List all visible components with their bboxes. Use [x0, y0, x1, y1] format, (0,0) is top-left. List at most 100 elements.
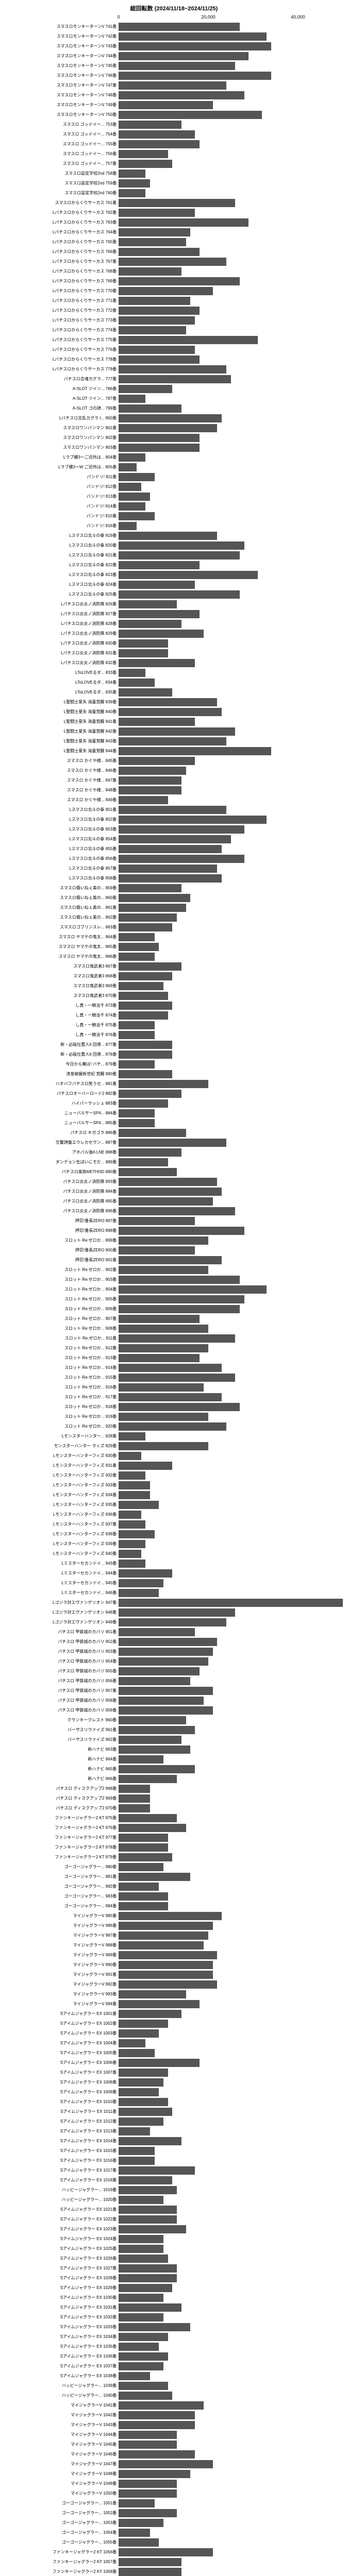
row-bar-area: [119, 1197, 343, 1206]
row-bar: [119, 1599, 343, 1607]
row-bar-area: [119, 1481, 343, 1489]
row-bar-area: [119, 1706, 343, 1715]
row-bar: [119, 1843, 168, 1852]
row-label: 新ハナビ 966番: [0, 1776, 119, 1782]
row-bar: [119, 541, 244, 550]
row-bar-area: [119, 992, 343, 1000]
row-bar-area: [119, 2431, 343, 2439]
row-label: Lミスターセカンドイ... 944番: [0, 1570, 119, 1576]
chart-row: ハッピージャグラー... 1019番: [0, 2185, 348, 2195]
chart-row: パチスロ キガゴラ 886番: [0, 1128, 348, 1138]
row-bar-area: [119, 1325, 343, 1333]
row-label: スマスロゴブリンスレ... 863番: [0, 924, 119, 930]
row-bar: [119, 865, 217, 873]
row-bar: [119, 688, 172, 697]
row-bar-area: [119, 404, 343, 413]
row-bar: [119, 1334, 235, 1343]
row-bar: [119, 385, 172, 393]
row-bar: [119, 375, 231, 383]
row-bar-area: [119, 2529, 343, 2537]
row-label: Lゴジラ対エヴァンゲリオン 948番: [0, 1609, 119, 1615]
row-bar-area: [119, 1471, 343, 1480]
row-label: Lパチスロからくりサーカス 778番: [0, 357, 119, 362]
chart-row: スマスロ設定学校2nd 759番: [0, 178, 348, 188]
row-label: Lラブ嬢3〜W ご近所は... 805番: [0, 464, 119, 470]
row-label: ファンキージャグラー2 KT 1056番: [0, 2549, 119, 2555]
row-bar-area: [119, 571, 343, 579]
chart-row: Lスマスロ北斗の拳 857番: [0, 863, 348, 873]
row-bar: [119, 1315, 200, 1323]
chart-row: Sアイムジャグラー EX 1033番: [0, 2322, 348, 2332]
row-bar-area: [119, 2499, 343, 2507]
row-label: し真・一騎当千 874番: [0, 1012, 119, 1018]
row-bar: [119, 1364, 222, 1372]
row-bar: [119, 1990, 186, 1998]
chart-row: A-SLOT ゴの詩... 799番: [0, 403, 348, 413]
row-bar: [119, 2372, 150, 2380]
row-bar-area: [119, 1638, 343, 1646]
chart-row: A-SLOT ツイン... 786番: [0, 384, 348, 394]
row-bar-area: [119, 718, 343, 726]
row-bar-area: [119, 2235, 343, 2243]
row-label: ゴーゴージャグラー... 1055番: [0, 2539, 119, 2545]
chart-row: Sアイムジャグラー EX 1018番: [0, 2175, 348, 2185]
row-bar: [119, 2215, 177, 2224]
row-bar-area: [119, 1736, 343, 1744]
row-bar: [119, 2489, 177, 2498]
row-label: Lパチスロからくりサーカス 772番: [0, 308, 119, 313]
row-label: ゴーゴージャグラー... 980番: [0, 1864, 119, 1870]
row-label: マイジャグラーV 993番: [0, 1991, 119, 1997]
row-label: スマスロモンキーターンV 742番: [0, 33, 119, 39]
row-bar: [119, 140, 200, 148]
row-bar: [119, 2147, 155, 2155]
chart-row: パンドリ! 815番: [0, 511, 348, 521]
row-bar-area: [119, 600, 343, 608]
chart-row: Sアイムジャグラー EX 1002番: [0, 2019, 348, 2028]
row-bar: [119, 1589, 159, 1597]
row-label: LToLOVEるダ... 835番: [0, 689, 119, 695]
chart-row: 新ハナビ 966番: [0, 1774, 348, 1784]
chart-row: スロット Re:ゼロか... 911番: [0, 1333, 348, 1343]
row-bar: [119, 121, 181, 129]
row-label: Sアイムジャグラー EX 1001番: [0, 2011, 119, 2016]
row-label: Sアイムジャグラー EX 1015番: [0, 2148, 119, 2154]
row-bar: [119, 1873, 190, 1881]
chart-row: Sアイムジャグラー EX 1034番: [0, 2332, 348, 2342]
row-bar: [119, 209, 195, 217]
chart-row: パチスロ 甲鉄城のカバリ 954番: [0, 1656, 348, 1666]
row-bar: [119, 414, 222, 422]
chart-row: マイジャグラーV 1044番: [0, 2430, 348, 2439]
chart-row: ハッピージャグラー... 1040番: [0, 2391, 348, 2400]
row-bar: [119, 2117, 163, 2126]
chart-row: ハッピージャグラー... 1039番: [0, 2381, 348, 2391]
chart-row: クランキークレスト 960番: [0, 1715, 348, 1725]
row-label: Lモンスターハンターフィズ 938番: [0, 1531, 119, 1537]
row-bar-area: [119, 2392, 343, 2400]
row-label: スマスロモンキーターンV 746番: [0, 73, 119, 78]
row-bar: [119, 493, 150, 501]
row-label: Sアイムジャグラー EX 1038番: [0, 2373, 119, 2379]
chart-row: Sアイムジャグラー EX 1027番: [0, 2263, 348, 2273]
row-bar-area: [119, 1080, 343, 1088]
row-bar-area: [119, 2441, 343, 2449]
row-bar: [119, 708, 222, 716]
row-bar: [119, 1217, 195, 1225]
row-bar: [119, 1070, 172, 1078]
row-bar: [119, 2401, 204, 2410]
chart-row: マイジャグラーV 985番: [0, 1911, 348, 1921]
chart-row: 新ハナビ 965番: [0, 1764, 348, 1774]
row-bar: [119, 1109, 155, 1117]
row-bar-area: [119, 228, 343, 236]
row-bar: [119, 1569, 172, 1578]
row-bar-area: [119, 1158, 343, 1166]
row-label: ゴーゴージャグラー... 1051番: [0, 2500, 119, 2506]
row-bar-area: [119, 1276, 343, 1284]
row-bar-area: [119, 385, 343, 393]
row-bar: [119, 297, 190, 305]
row-bar-area: [119, 150, 343, 158]
row-label: マイジャグラーV 985番: [0, 1913, 119, 1919]
row-bar: [119, 1295, 244, 1303]
row-bar: [119, 1667, 200, 1675]
row-bar-area: [119, 2098, 343, 2106]
row-bar: [119, 218, 248, 227]
